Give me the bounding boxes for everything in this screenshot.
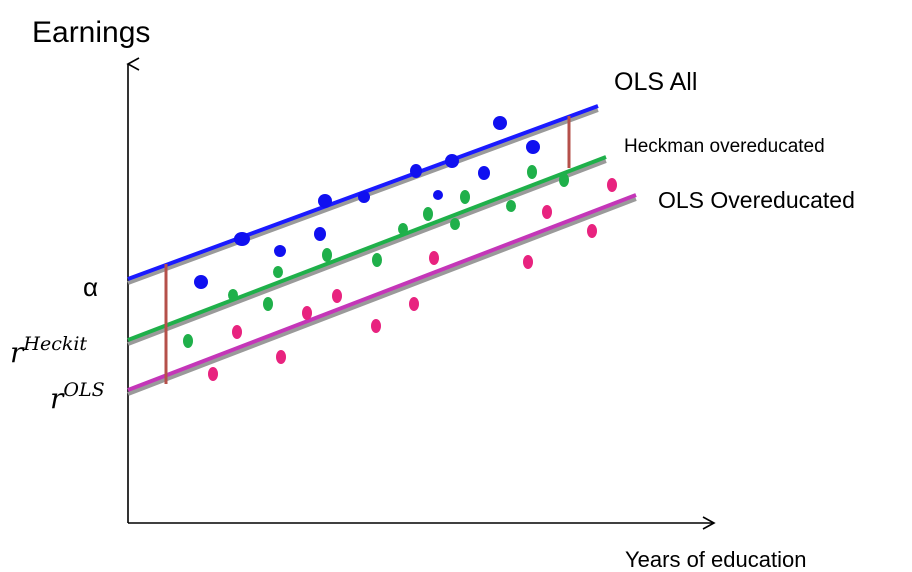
blue-dot xyxy=(410,164,422,178)
green-dots xyxy=(183,165,569,348)
heckman-line xyxy=(127,155,607,346)
blue-dot xyxy=(314,227,326,241)
pink-dots xyxy=(208,178,617,381)
ols-overeducated-label: OLS Overeducated xyxy=(658,187,855,213)
blue-dot xyxy=(445,154,459,168)
green-dot xyxy=(228,289,238,301)
pink-dot xyxy=(542,205,552,219)
blue-dot xyxy=(478,166,490,180)
green-dot xyxy=(450,218,460,230)
pink-dot xyxy=(208,367,218,381)
blue-dot xyxy=(274,245,286,257)
pink-dot xyxy=(587,224,597,238)
pink-dot xyxy=(429,251,439,265)
r-heckit-label: rHeckit xyxy=(10,333,87,369)
blue-dot xyxy=(194,275,208,289)
pink-dot xyxy=(523,255,533,269)
green-dot xyxy=(423,207,433,221)
heckman-label: Heckman overeducated xyxy=(624,136,825,157)
blue-dot xyxy=(526,140,540,154)
y-axis-label: Earnings xyxy=(32,16,150,49)
green-dot xyxy=(398,223,408,235)
green-dot xyxy=(263,297,273,311)
blue-dot xyxy=(358,191,370,203)
green-dot xyxy=(322,248,332,262)
green-dot xyxy=(506,200,516,212)
pink-dot xyxy=(409,297,419,311)
alpha-label: α xyxy=(83,272,98,302)
green-dot xyxy=(183,334,193,348)
blue-dot xyxy=(234,232,250,246)
x-axis-label: Years of education xyxy=(625,547,806,572)
green-dot xyxy=(527,165,537,179)
blue-dot xyxy=(318,194,332,208)
pink-dot xyxy=(302,306,312,320)
blue-dots xyxy=(194,116,540,289)
pink-dot xyxy=(607,178,617,192)
green-dot xyxy=(460,190,470,204)
green-dot xyxy=(273,266,283,278)
pink-dot xyxy=(371,319,381,333)
pink-dot xyxy=(332,289,342,303)
green-dot xyxy=(559,173,569,187)
pink-dot xyxy=(232,325,242,339)
ols-all-label: OLS All xyxy=(614,68,697,96)
pink-dot xyxy=(276,350,286,364)
blue-dot xyxy=(493,116,507,130)
ols-overeducated-line xyxy=(127,193,637,396)
r-ols-label: rOLS xyxy=(50,379,105,415)
green-dot xyxy=(372,253,382,267)
blue-dot xyxy=(433,190,443,200)
